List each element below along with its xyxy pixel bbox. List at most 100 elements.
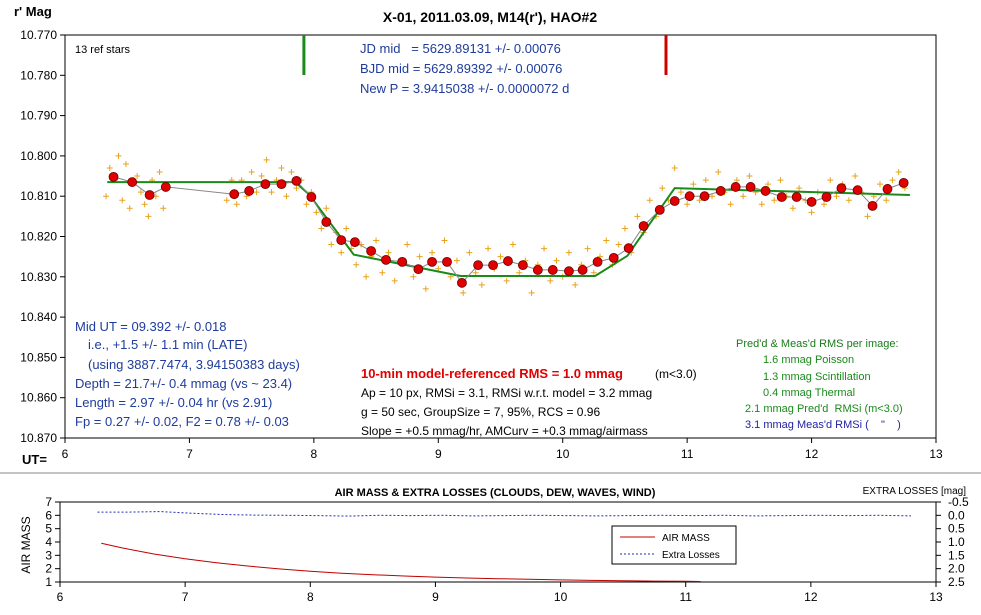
annotation: 0.4 mmag Thermal	[763, 387, 855, 399]
raw-point	[338, 249, 345, 256]
raw-point	[385, 249, 392, 256]
raw-point	[429, 249, 436, 256]
binned-point	[532, 265, 543, 275]
y-tick-label: 6	[45, 508, 52, 522]
legend-box	[611, 525, 737, 565]
annotation: Slope = +0.5 mmag/hr, AMCurv = +0.3 mmag…	[361, 424, 648, 438]
binned-point	[547, 265, 558, 275]
raw-point	[646, 197, 653, 204]
binned-point	[898, 178, 909, 188]
raw-point	[690, 181, 697, 188]
binned-point	[321, 217, 332, 227]
raw-point	[541, 245, 548, 252]
raw-point	[293, 185, 300, 192]
y-tick-label: 7	[45, 495, 52, 509]
raw-point	[584, 245, 591, 252]
y-tick-label: 10.840	[20, 310, 57, 324]
y-tick-label: 10.870	[20, 431, 57, 445]
raw-point	[877, 181, 884, 188]
binned-point	[336, 235, 347, 246]
binned-point	[608, 252, 619, 263]
raw-point	[590, 269, 597, 276]
raw-point	[771, 197, 778, 204]
binned-point	[381, 254, 391, 265]
raw-point	[416, 253, 423, 260]
annotation: Fp = 0.27 +/- 0.02, F2 = 0.78 +/- 0.03	[75, 414, 289, 429]
raw-point	[453, 257, 460, 264]
raw-point	[353, 261, 360, 268]
raw-point	[740, 193, 747, 200]
binned-point	[776, 192, 787, 202]
raw-point	[126, 205, 133, 212]
binned-point	[730, 182, 741, 192]
binned-point	[821, 192, 832, 202]
raw-point	[677, 189, 684, 196]
annotation: BJD mid = 5629.89392 +/- 0.00076	[360, 61, 562, 76]
raw-point	[288, 169, 295, 176]
legend-label: Extra Losses	[662, 550, 720, 561]
y-tick-label: 1	[45, 575, 52, 589]
raw-point	[278, 164, 285, 171]
raw-point	[145, 213, 152, 220]
y2-tick-label: -0.5	[948, 495, 969, 509]
binned-point	[488, 260, 498, 271]
raw-point	[441, 237, 448, 244]
x-tick-label: 11	[681, 447, 694, 461]
raw-point	[572, 281, 579, 288]
raw-point	[702, 177, 709, 184]
binned-point	[291, 175, 302, 186]
raw-point	[497, 253, 504, 260]
binned-point	[638, 221, 649, 231]
x-tick-label: 8	[311, 447, 318, 461]
annotation: 13 ref stars	[75, 44, 131, 56]
x-tick-label: 9	[432, 590, 439, 604]
y-tick-label: 10.850	[20, 350, 57, 364]
raw-point	[115, 152, 122, 159]
raw-point	[516, 269, 523, 276]
y-tick-label: 10.770	[20, 28, 57, 42]
raw-point	[615, 241, 622, 248]
chart-title: X-01, 2011.03.09, M14(r'), HAO#2	[383, 9, 597, 25]
binned-point	[229, 189, 240, 200]
x-tick-label: 13	[929, 590, 943, 604]
annotation: JD mid = 5629.89131 +/- 0.00076	[360, 41, 561, 56]
raw-point	[777, 177, 784, 184]
raw-point	[233, 201, 240, 208]
binned-point	[882, 184, 893, 194]
raw-point	[122, 160, 129, 167]
x-axis-label: UT=	[22, 452, 47, 467]
annotation: i.e., +1.5 +/- 1.1 min (LATE)	[88, 337, 247, 352]
binned-point	[564, 266, 574, 277]
raw-point	[106, 164, 113, 171]
raw-point	[634, 213, 641, 220]
raw-point	[789, 205, 796, 212]
binned-point	[276, 179, 287, 190]
binned-point	[836, 183, 847, 194]
raw-point	[156, 169, 163, 176]
annotation: g = 50 sec, GroupSize = 7, 95%, RCS = 0.…	[361, 405, 600, 419]
raw-point	[889, 177, 896, 184]
raw-point	[733, 177, 740, 184]
binned-point	[144, 190, 155, 200]
x-tick-label: 12	[805, 447, 819, 461]
raw-point	[328, 241, 335, 248]
raw-point	[659, 185, 666, 192]
annotation: New P = 3.9415038 +/- 0.0000072 d	[360, 81, 569, 96]
x-tick-label: 9	[435, 447, 442, 461]
raw-point	[141, 201, 148, 208]
binned-point	[427, 256, 437, 267]
y-axis-label: r' Mag	[14, 4, 52, 19]
raw-point	[621, 225, 628, 232]
raw-point	[268, 189, 275, 196]
raw-point	[391, 277, 398, 284]
y-tick-label: 10.800	[20, 149, 57, 163]
raw-point	[715, 169, 722, 176]
raw-point	[671, 164, 678, 171]
binned-point	[745, 182, 756, 192]
annotation: 1.6 mmag Poisson	[763, 354, 854, 366]
raw-point	[343, 225, 350, 232]
raw-point	[758, 201, 765, 208]
series-line	[97, 511, 912, 517]
annotation: 2.1 mmag Pred'd RMSi (m<3.0)	[745, 403, 903, 415]
